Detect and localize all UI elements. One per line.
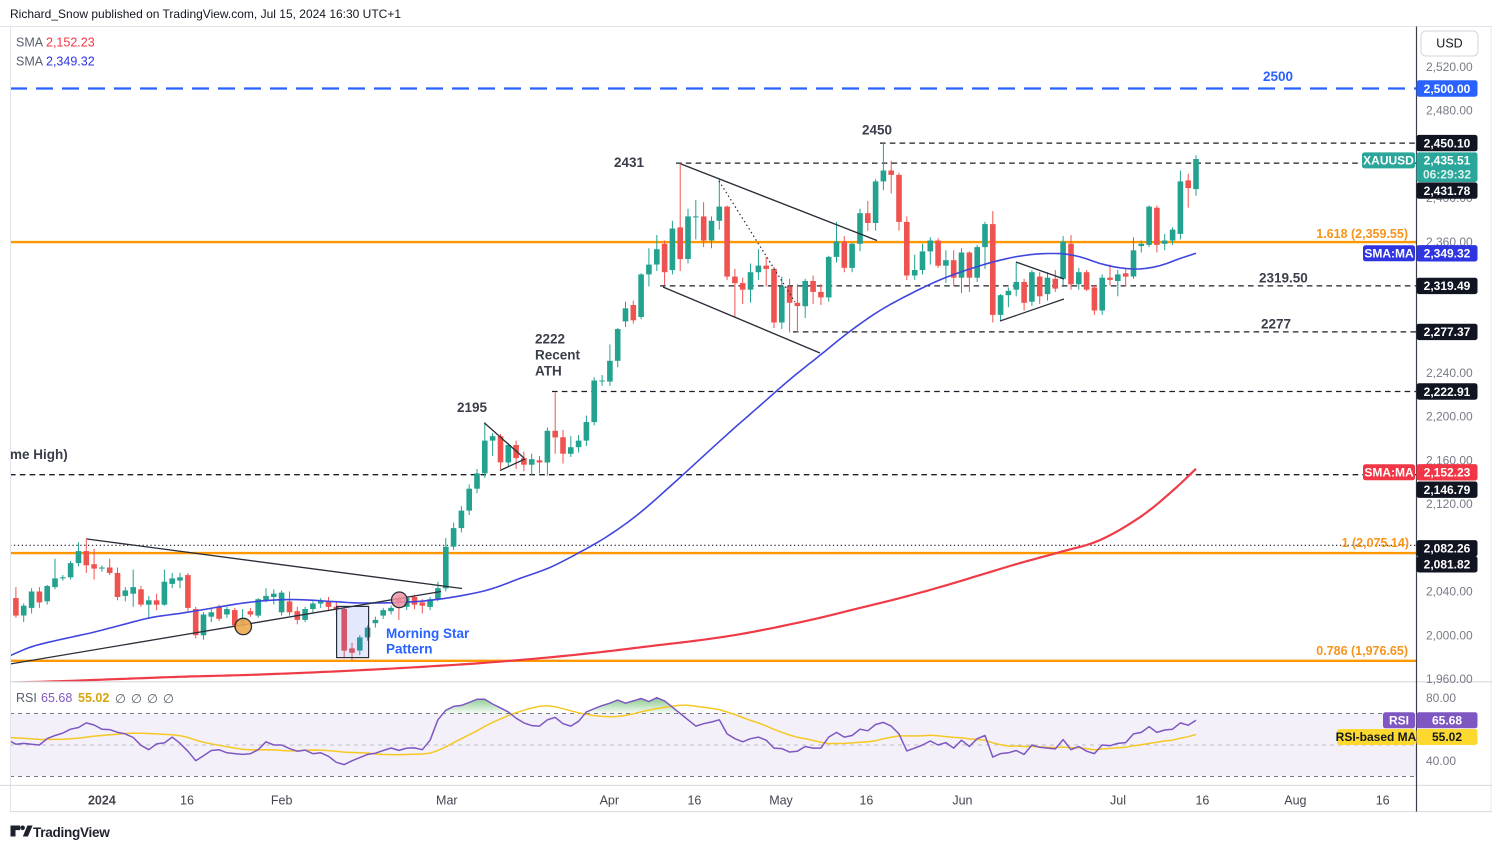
svg-text:Morning Star: Morning Star <box>386 626 470 641</box>
svg-text:2,081.82: 2,081.82 <box>1424 558 1471 572</box>
svg-text:XAUUSD: XAUUSD <box>1363 153 1414 167</box>
svg-text:May: May <box>769 794 793 808</box>
svg-text:1,960.00: 1,960.00 <box>1426 672 1473 686</box>
svg-text:RSI-based MA: RSI-based MA <box>1336 730 1417 744</box>
svg-text:Jul: Jul <box>1110 794 1126 808</box>
svg-text:2,319.49: 2,319.49 <box>1424 279 1471 293</box>
svg-text:16: 16 <box>859 794 873 808</box>
svg-text:RSI: RSI <box>16 691 37 705</box>
svg-text:2,040.00: 2,040.00 <box>1426 585 1473 599</box>
svg-text:0.786 (1,976.65): 0.786 (1,976.65) <box>1316 644 1408 658</box>
svg-text:Feb: Feb <box>271 794 293 808</box>
svg-text:me High): me High) <box>10 447 68 462</box>
svg-text:ATH: ATH <box>535 364 562 379</box>
svg-text:SMA: SMA <box>16 55 44 69</box>
svg-text:∅: ∅ <box>115 692 126 706</box>
svg-text:Pattern: Pattern <box>386 642 433 657</box>
svg-text:65.68: 65.68 <box>41 691 72 705</box>
svg-text:2,146.79: 2,146.79 <box>1424 483 1471 497</box>
svg-text:2024: 2024 <box>88 794 116 808</box>
svg-text:16: 16 <box>687 794 701 808</box>
svg-text:TradingView: TradingView <box>33 825 110 840</box>
svg-text:16: 16 <box>1376 794 1390 808</box>
svg-text:2,200.00: 2,200.00 <box>1426 410 1473 424</box>
svg-text:2,222.91: 2,222.91 <box>1424 385 1471 399</box>
svg-text:2,000.00: 2,000.00 <box>1426 629 1473 643</box>
svg-text:2,160.00: 2,160.00 <box>1426 454 1473 468</box>
svg-text:∅: ∅ <box>131 692 142 706</box>
svg-text:2,435.51: 2,435.51 <box>1424 154 1471 168</box>
svg-text:2,480.00: 2,480.00 <box>1426 104 1473 118</box>
svg-text:Mar: Mar <box>436 794 458 808</box>
svg-text:Recent: Recent <box>535 348 581 363</box>
svg-text:Aug: Aug <box>1284 794 1306 808</box>
svg-text:2222: 2222 <box>535 332 565 347</box>
svg-text:∅: ∅ <box>163 692 174 706</box>
svg-text:2,450.10: 2,450.10 <box>1424 136 1471 150</box>
svg-text:SMA:MA: SMA:MA <box>1364 247 1414 261</box>
svg-text:80.00: 80.00 <box>1426 691 1456 705</box>
svg-text:2500: 2500 <box>1263 69 1293 84</box>
svg-text:2,349.32: 2,349.32 <box>1424 247 1471 261</box>
svg-text:2,082.26: 2,082.26 <box>1424 542 1471 556</box>
svg-text:Apr: Apr <box>600 794 619 808</box>
svg-text:SMA:MA: SMA:MA <box>1364 466 1414 480</box>
svg-text:1.618 (2,359.55): 1.618 (2,359.55) <box>1316 227 1408 241</box>
svg-text:65.68: 65.68 <box>1432 714 1462 728</box>
svg-text:2,520.00: 2,520.00 <box>1426 60 1473 74</box>
svg-text:2431: 2431 <box>614 155 645 170</box>
svg-text:06:29:32: 06:29:32 <box>1423 168 1471 182</box>
svg-text:2,240.00: 2,240.00 <box>1426 366 1473 380</box>
svg-text:RSI: RSI <box>1389 714 1409 728</box>
svg-text:2,277.37: 2,277.37 <box>1424 325 1471 339</box>
svg-text:16: 16 <box>180 794 194 808</box>
svg-text:40.00: 40.00 <box>1426 754 1456 768</box>
svg-text:55.02: 55.02 <box>1432 730 1462 744</box>
svg-text:2,500.00: 2,500.00 <box>1424 82 1471 96</box>
svg-text:Richard_Snow published on Trad: Richard_Snow published on TradingView.co… <box>10 7 401 21</box>
svg-text:2,349.32: 2,349.32 <box>46 55 95 69</box>
svg-text:2195: 2195 <box>457 400 488 415</box>
svg-text:1 (2,075.14): 1 (2,075.14) <box>1342 536 1409 550</box>
svg-text:16: 16 <box>1195 794 1209 808</box>
svg-text:2450: 2450 <box>862 123 892 138</box>
svg-text:55.02: 55.02 <box>78 691 109 705</box>
svg-text:2,431.78: 2,431.78 <box>1424 184 1471 198</box>
svg-text:∅: ∅ <box>147 692 158 706</box>
svg-text:USD: USD <box>1436 37 1462 51</box>
svg-text:2,120.00: 2,120.00 <box>1426 497 1473 511</box>
svg-text:2319.50: 2319.50 <box>1259 271 1308 286</box>
svg-text:2,152.23: 2,152.23 <box>1424 466 1471 480</box>
svg-text:2,152.23: 2,152.23 <box>46 36 95 50</box>
svg-text:SMA: SMA <box>16 36 44 50</box>
svg-text:2277: 2277 <box>1261 317 1291 332</box>
svg-text:Jun: Jun <box>952 794 972 808</box>
